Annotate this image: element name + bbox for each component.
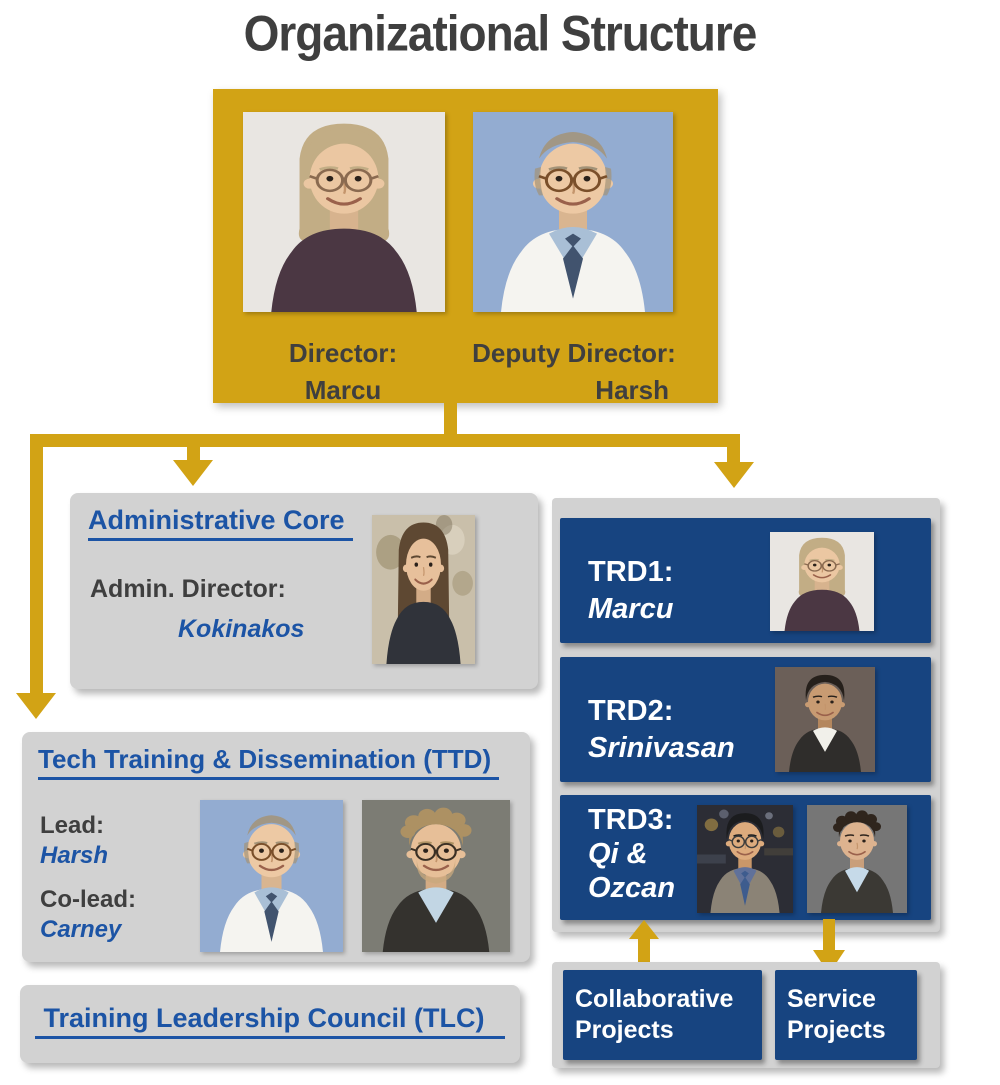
arrow-down-admin-icon <box>173 460 213 486</box>
kokinakos-photo <box>372 515 475 664</box>
srinivasan-photo <box>775 667 875 772</box>
trd2-name: Srinivasan <box>588 732 735 764</box>
trd1-label: TRD1: <box>588 556 674 588</box>
trd-container: TRD1: Marcu TRD2: Srinivasan TRD3: Qi & … <box>552 498 940 932</box>
connector-top-stem <box>444 402 457 436</box>
tlc-title-link[interactable]: Training Leadership Council (TLC) <box>35 1003 505 1039</box>
trd2-box: TRD2: Srinivasan <box>560 657 931 782</box>
deputy-director-photo <box>473 112 673 312</box>
connector-admin-stem <box>187 447 200 462</box>
arrow-up-trd3-icon <box>629 920 659 939</box>
deputy-caption: Deputy Director: Harsh <box>461 335 687 409</box>
trd1-caption: TRD1: Marcu <box>588 554 673 628</box>
qi-photo <box>697 805 793 913</box>
carney-photo <box>362 800 510 952</box>
trd3-label: TRD3: <box>588 804 674 836</box>
page-title: Organizational Structure <box>243 5 758 62</box>
trd3-name-1: Qi & <box>588 838 648 870</box>
connector-service-stem <box>823 919 835 952</box>
ttd-lead-label: Lead: <box>40 812 105 839</box>
leadership-box: Director: Marcu Deputy Director: Harsh <box>213 89 718 405</box>
director-name: Marcu <box>304 375 382 405</box>
deputy-name: Harsh <box>595 375 669 405</box>
trd1-name: Marcu <box>588 593 674 625</box>
arrow-down-ttd-icon <box>16 693 56 719</box>
connector-collab-stem <box>638 937 650 965</box>
ttd-lead-name: Harsh <box>40 842 109 869</box>
collaborative-projects-label: Collaborative Projects <box>575 985 734 1044</box>
ttd-box: Tech Training & Dissemination (TTD) Lead… <box>22 732 530 962</box>
service-projects-box: Service Projects <box>775 970 917 1060</box>
admin-core-title-link[interactable]: Administrative Core <box>88 505 353 541</box>
ozcan-photo <box>807 805 907 913</box>
tlc-box: Training Leadership Council (TLC) <box>20 985 520 1063</box>
marcu-photo-small <box>770 532 874 631</box>
ttd-colead-label: Co-lead: <box>40 886 136 913</box>
trd3-name-2: Ozcan <box>588 872 676 904</box>
trd3-caption: TRD3: Qi & Ozcan <box>588 803 675 905</box>
admin-director-label: Admin. Director: <box>90 575 286 603</box>
trd2-caption: TRD2: Srinivasan <box>588 693 735 767</box>
trd3-box: TRD3: Qi & Ozcan <box>560 795 931 920</box>
projects-container: Collaborative Projects Service Projects <box>552 962 940 1068</box>
admin-core-box: Administrative Core Admin. Director: Kok… <box>70 493 538 689</box>
deputy-role-label: Deputy Director: <box>472 338 676 368</box>
ttd-colead-name: Carney <box>40 916 122 943</box>
connector-horizontal-bar <box>30 434 740 447</box>
service-projects-label: Service Projects <box>787 985 886 1044</box>
director-photo <box>243 112 445 312</box>
trd2-label: TRD2: <box>588 695 674 727</box>
ttd-title-link[interactable]: Tech Training & Dissemination (TTD) <box>38 744 500 780</box>
admin-director-name: Kokinakos <box>178 615 305 643</box>
arrow-down-trd-icon <box>714 462 754 488</box>
harsh-photo <box>200 800 343 952</box>
collaborative-projects-box: Collaborative Projects <box>563 970 762 1060</box>
connector-trd-stem <box>727 447 740 464</box>
connector-left-line <box>30 434 43 695</box>
trd1-box: TRD1: Marcu <box>560 518 931 643</box>
director-caption: Director: Marcu <box>231 335 455 409</box>
director-role-label: Director: <box>288 338 398 368</box>
